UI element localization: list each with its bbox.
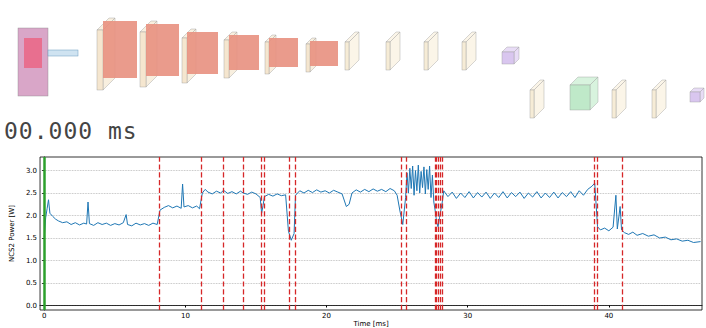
- svg-text:2.0: 2.0: [26, 212, 37, 220]
- svg-text:0.0: 0.0: [26, 302, 37, 310]
- svg-text:1.0: 1.0: [26, 257, 37, 265]
- svg-text:0: 0: [42, 312, 46, 320]
- svg-text:2.5: 2.5: [26, 189, 37, 197]
- svg-text:40: 40: [604, 312, 613, 320]
- svg-text:10: 10: [181, 312, 190, 320]
- svg-text:3.0: 3.0: [26, 167, 37, 175]
- svg-text:20: 20: [322, 312, 331, 320]
- svg-text:NCS2 Power [W]: NCS2 Power [W]: [8, 205, 16, 262]
- svg-text:Time [ms]: Time [ms]: [352, 320, 389, 328]
- svg-text:1.5: 1.5: [26, 234, 37, 242]
- svg-text:0.5: 0.5: [26, 279, 37, 287]
- html-text:00.000 ms: 00.000 ms: [4, 118, 138, 144]
- svg-text:30: 30: [463, 312, 472, 320]
